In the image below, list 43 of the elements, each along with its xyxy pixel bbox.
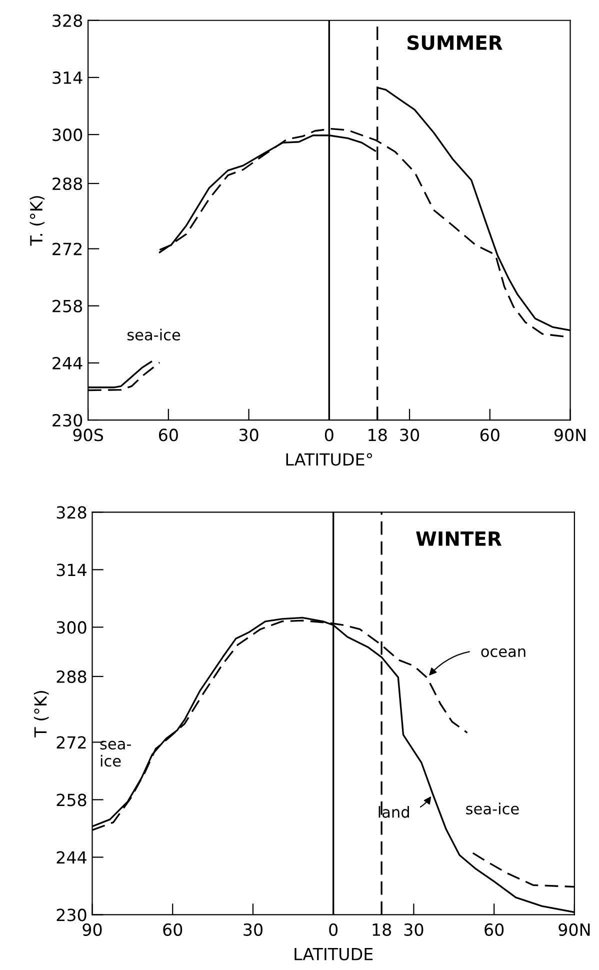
y-tick-label: 300 — [52, 128, 82, 142]
y-tick-label: 314 — [52, 71, 82, 84]
y-tick-label: 244 — [52, 356, 82, 370]
y-tick-label: 258 — [56, 794, 86, 806]
annotation: ocean — [481, 648, 526, 658]
x-axis-title: LATITUDE — [294, 948, 373, 960]
y-axis-title: T. (°K) — [30, 196, 45, 246]
annotation: SUMMER — [408, 35, 503, 50]
annotation: sea- ice — [100, 740, 131, 767]
y-axis-title: T (°K) — [34, 690, 49, 738]
y-tick-label: 272 — [52, 242, 82, 256]
y-tick-label: 288 — [56, 670, 86, 684]
x-tick-label: 90N — [558, 923, 590, 936]
x-tick-label: 18 — [368, 428, 387, 442]
x-tick-label: 30 — [404, 923, 424, 936]
y-tick-label: 272 — [56, 736, 86, 749]
y-tick-label: 288 — [52, 177, 82, 190]
y-tick-label: 300 — [56, 621, 86, 634]
x-tick-label: 0 — [329, 923, 338, 936]
y-tick-label: 314 — [56, 564, 86, 576]
x-tick-label: 90 — [82, 923, 102, 936]
x-tick-label: 60 — [163, 923, 182, 936]
y-tick-label: 230 — [56, 908, 86, 922]
x-tick-label: 30 — [400, 428, 420, 442]
x-tick-label: 60 — [158, 428, 178, 442]
x-tick-label: 60 — [484, 923, 504, 936]
y-tick-label: 328 — [56, 506, 86, 519]
x-tick-label: 90N — [554, 428, 586, 442]
annotation: land — [378, 806, 409, 818]
x-tick-label: 0 — [324, 428, 334, 442]
x-tick-label: 60 — [480, 428, 500, 442]
y-tick-label: 328 — [52, 14, 82, 27]
annotation: WINTER — [416, 532, 502, 546]
y-tick-label: 244 — [56, 851, 86, 864]
annotation: sea-ice — [466, 802, 519, 814]
x-tick-label: 90S — [73, 428, 104, 442]
x-tick-label: 18 — [372, 923, 392, 936]
x-axis-title: LATITUDE° — [286, 453, 372, 466]
y-tick-label: 258 — [52, 300, 82, 312]
annotation: sea-ice — [127, 328, 180, 341]
x-tick-label: 30 — [244, 923, 262, 936]
x-tick-label: 30 — [239, 428, 258, 442]
y-tick-label: 230 — [52, 414, 82, 427]
